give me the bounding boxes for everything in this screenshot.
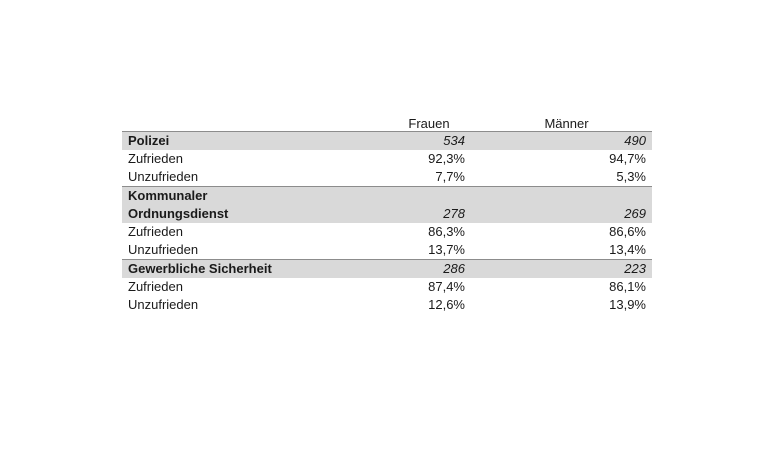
satisfaction-table: Frauen Männer Polizei 534 490 Zufrieden … — [122, 113, 652, 314]
row-frauen-value: 86,3% — [428, 224, 465, 239]
group-row-polizei: Polizei 534 490 — [122, 131, 652, 150]
group-label: Gewerbliche Sicherheit — [122, 259, 347, 278]
header-maenner: Männer — [471, 113, 652, 132]
group-frauen-count: 286 — [347, 259, 471, 278]
row-frauen-value: 7,7% — [435, 169, 465, 184]
table-header-row: Frauen Männer — [122, 113, 652, 132]
group-frauen-count: 534 — [347, 131, 471, 150]
table-row: Unzufrieden 13,7% 13,4% — [122, 241, 652, 260]
row-maenner-value: 86,6% — [609, 224, 646, 239]
row-maenner-value: 5,3% — [616, 169, 646, 184]
group-maenner-count: 223 — [471, 259, 652, 278]
table-row: Zufrieden 86,3% 86,6% — [122, 223, 652, 241]
satisfaction-table-container: Frauen Männer Polizei 534 490 Zufrieden … — [122, 113, 652, 314]
row-maenner-value: 13,9% — [609, 297, 646, 312]
row-label: Unzufrieden — [128, 169, 199, 184]
row-label: Unzufrieden — [128, 242, 199, 257]
row-label: Zufrieden — [128, 224, 183, 239]
row-frauen-value: 92,3% — [428, 151, 465, 166]
group-label-line2: Ordnungsdienst — [122, 205, 347, 223]
table-row: Zufrieden 87,4% 86,1% — [122, 278, 652, 296]
row-frauen-value: 87,4% — [428, 279, 465, 294]
group-spacer — [471, 186, 652, 205]
header-label — [122, 113, 347, 132]
group-row-kommunaler-ordnungsdienst-line2: Ordnungsdienst 278 269 — [122, 205, 652, 223]
group-label: Polizei — [122, 131, 347, 150]
row-frauen-value: 13,7% — [428, 242, 465, 257]
group-frauen-count: 278 — [347, 205, 471, 223]
group-label-line1: Kommunaler — [122, 186, 347, 205]
row-label: Unzufrieden — [128, 297, 199, 312]
row-frauen-value: 12,6% — [428, 297, 465, 312]
row-maenner-value: 86,1% — [609, 279, 646, 294]
group-row-kommunaler-ordnungsdienst-line1: Kommunaler — [122, 186, 652, 205]
group-maenner-count: 269 — [471, 205, 652, 223]
table-row: Unzufrieden 12,6% 13,9% — [122, 296, 652, 314]
row-label: Zufrieden — [128, 279, 183, 294]
table-row: Unzufrieden 7,7% 5,3% — [122, 168, 652, 187]
group-spacer — [347, 186, 471, 205]
row-label: Zufrieden — [128, 151, 183, 166]
row-maenner-value: 13,4% — [609, 242, 646, 257]
table-row: Zufrieden 92,3% 94,7% — [122, 150, 652, 168]
header-frauen: Frauen — [347, 113, 471, 132]
group-row-gewerbliche-sicherheit: Gewerbliche Sicherheit 286 223 — [122, 259, 652, 278]
group-maenner-count: 490 — [471, 131, 652, 150]
row-maenner-value: 94,7% — [609, 151, 646, 166]
